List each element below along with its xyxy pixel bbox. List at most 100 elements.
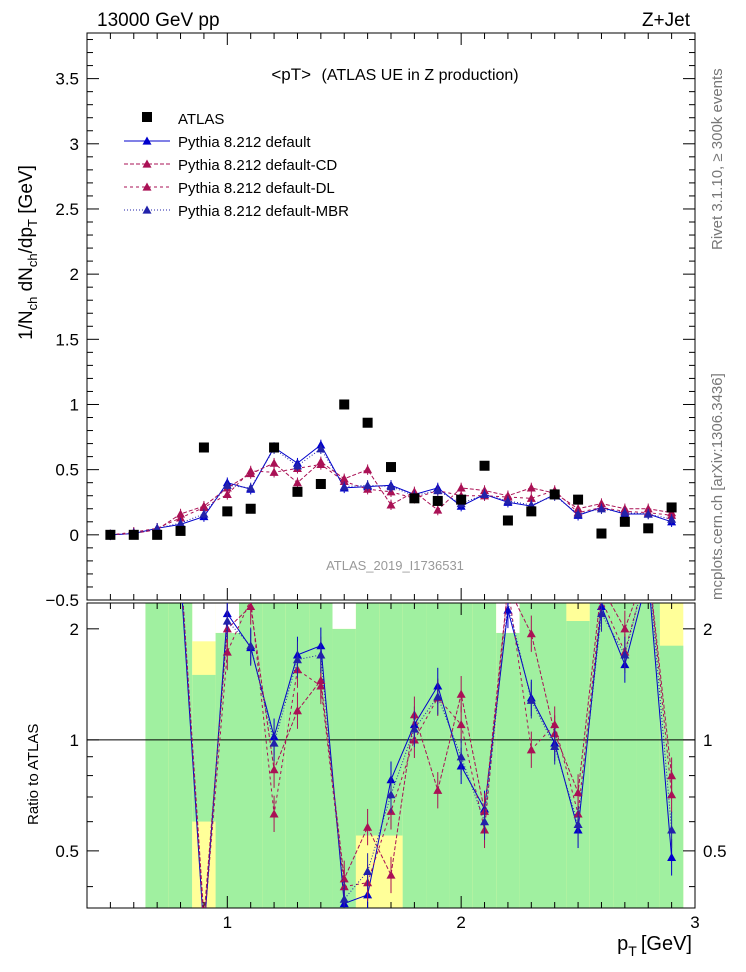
atlas-data-point bbox=[128, 529, 139, 540]
series-point-4 bbox=[199, 509, 209, 518]
y-tick-label: 2 bbox=[70, 265, 79, 284]
x-tick-label: 2 bbox=[456, 913, 465, 932]
series-point-4 bbox=[176, 518, 186, 527]
ratio-point-2 bbox=[222, 647, 232, 656]
series-point-2 bbox=[386, 500, 396, 509]
series-point-4 bbox=[386, 482, 396, 491]
atlas-data-point bbox=[479, 460, 490, 471]
ratio-point-3 bbox=[292, 655, 302, 664]
energy-label: 13000 GeV pp bbox=[97, 10, 220, 31]
series-point-4 bbox=[363, 480, 373, 489]
series-point-2 bbox=[433, 505, 443, 514]
ratio-point-3 bbox=[363, 866, 373, 875]
atlas-data-point bbox=[105, 529, 116, 540]
ratio-point-3 bbox=[456, 752, 466, 761]
main-title: <pT> (ATLAS UE in Z production) bbox=[271, 65, 518, 84]
series-line-2 bbox=[110, 461, 672, 536]
atlas-data-point bbox=[526, 506, 537, 517]
series-point-3 bbox=[526, 493, 536, 502]
ratio-point-1 bbox=[573, 787, 583, 797]
ratio-point-1 bbox=[269, 765, 279, 774]
green-band-bin bbox=[379, 603, 403, 836]
ratio-point-3 bbox=[409, 724, 419, 733]
main-title-sub: (ATLAS UE in Z production) bbox=[322, 67, 519, 84]
ratio-point-2 bbox=[316, 681, 326, 690]
y-tick-label: 0.5 bbox=[55, 461, 79, 480]
y-tick-label: 1.5 bbox=[55, 330, 79, 349]
atlas-data-point bbox=[315, 478, 326, 489]
ratio-point-1 bbox=[386, 870, 396, 879]
green-band-bin bbox=[613, 603, 637, 908]
atlas-data-point bbox=[245, 503, 256, 514]
atlas-data-point bbox=[409, 493, 420, 504]
y-tick-label-right: 2 bbox=[703, 620, 712, 639]
x-tick-label: 3 bbox=[690, 913, 699, 932]
ratio-point-2 bbox=[667, 790, 677, 799]
green-band-bin bbox=[496, 632, 520, 908]
atlas-data-point bbox=[362, 417, 373, 428]
mcplots-label: mcplots.cern.ch [arXiv:1306.3436] bbox=[709, 373, 726, 600]
ratio-point-3 bbox=[620, 650, 630, 659]
ratio-point-2 bbox=[526, 745, 536, 754]
x-tick-label: 1 bbox=[223, 913, 232, 932]
ratio-point-3 bbox=[526, 695, 536, 704]
ratio-point-1 bbox=[363, 822, 373, 831]
green-band-bin bbox=[309, 603, 333, 908]
y-tick-label: 3.5 bbox=[55, 70, 79, 89]
atlas-data-point bbox=[222, 506, 233, 517]
ratio-point-1 bbox=[620, 624, 630, 633]
series-point-3 bbox=[246, 466, 256, 475]
ratio-point-2 bbox=[269, 809, 279, 818]
x-axis-title: pT [GeV] bbox=[617, 933, 692, 959]
series-point-4 bbox=[620, 508, 630, 517]
analysis-id: ATLAS_2019_I1736531 bbox=[326, 558, 464, 573]
ratio-point-3 bbox=[596, 609, 606, 618]
ratio-line-1 bbox=[182, 603, 673, 908]
atlas-data-point bbox=[152, 529, 163, 540]
ratio-point-3 bbox=[386, 790, 396, 799]
series-line-3 bbox=[110, 463, 672, 536]
series-point-4 bbox=[503, 496, 513, 505]
ratio-point-0 bbox=[667, 852, 677, 862]
series-point-2 bbox=[363, 465, 373, 474]
atlas-data-point bbox=[292, 486, 303, 497]
series-point-2 bbox=[456, 483, 466, 492]
series-point-4 bbox=[292, 461, 302, 470]
atlas-data-point bbox=[432, 495, 443, 506]
legend-entry: Pythia 8.212 default-DL bbox=[178, 180, 335, 197]
legend-entry: Pythia 8.212 default bbox=[178, 134, 311, 151]
ratio-point-1 bbox=[456, 689, 466, 698]
ratio-point-0 bbox=[503, 605, 513, 614]
green-band-bin bbox=[168, 603, 193, 908]
ratio-point-3 bbox=[246, 641, 256, 650]
ratio-panel: 1 2 3 0.5 0.5 1 1 2 2 Ratio to ATLAS pT [GeV] bbox=[25, 602, 727, 959]
atlas-data-point bbox=[386, 462, 396, 473]
green-band-bin bbox=[215, 632, 239, 908]
series-point-3 bbox=[316, 459, 326, 469]
rivet-version-label: Rivet 3.1.10, ≥ 300k events bbox=[709, 68, 726, 250]
series-point-4 bbox=[573, 509, 583, 518]
legend-marker-atlas bbox=[142, 112, 152, 122]
series-point-4 bbox=[667, 514, 677, 523]
legend-entry: Pythia 8.212 default-CD bbox=[178, 157, 337, 174]
ratio-point-1 bbox=[526, 629, 536, 638]
series-point-2 bbox=[292, 478, 302, 487]
ratio-y-axis-title: Ratio to ATLAS bbox=[25, 724, 42, 825]
ratio-point-1 bbox=[292, 706, 302, 715]
legend: ATLAS Pythia 8.212 default Pythia 8.212 de… bbox=[124, 111, 349, 220]
series-point-3 bbox=[269, 467, 279, 476]
legend-entry: Pythia 8.212 default-MBR bbox=[178, 203, 349, 220]
atlas-data-point bbox=[502, 515, 513, 526]
ratio-point-2 bbox=[456, 720, 466, 729]
atlas-data-point bbox=[175, 525, 186, 536]
green-band-bin bbox=[355, 603, 380, 836]
ratio-point-1 bbox=[667, 771, 677, 780]
atlas-data-point bbox=[573, 494, 584, 505]
ratio-point-3 bbox=[316, 650, 326, 659]
atlas-data-point bbox=[269, 442, 280, 453]
y-tick-label: 1 bbox=[70, 731, 79, 750]
ratio-point-3 bbox=[667, 825, 677, 834]
ratio-point-3 bbox=[222, 616, 232, 625]
series-point-4 bbox=[246, 483, 256, 492]
series-point-3 bbox=[176, 513, 186, 522]
